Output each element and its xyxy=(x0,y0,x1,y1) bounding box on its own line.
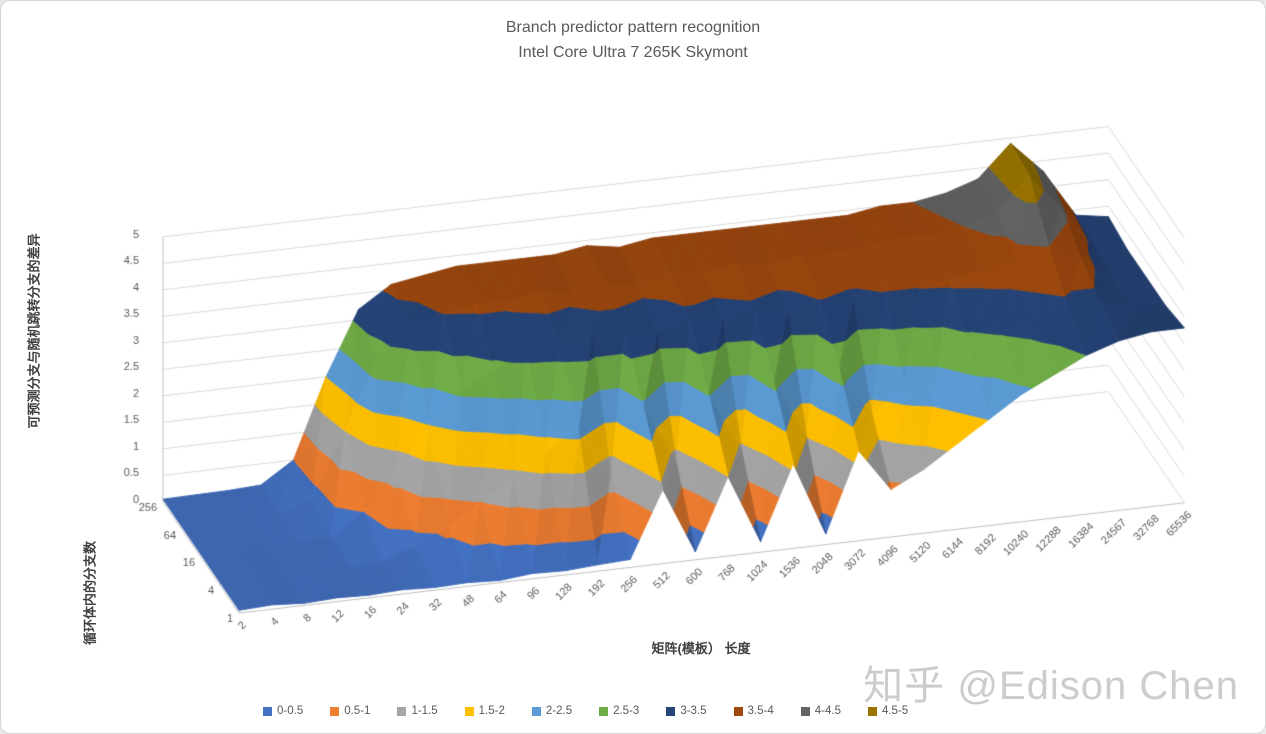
legend-label: 4.5-5 xyxy=(881,705,909,717)
legend-swatch xyxy=(666,706,676,716)
legend-item-0.5-1: 0.5-1 xyxy=(330,705,370,717)
legend-item-2.5-3: 2.5-3 xyxy=(599,705,639,717)
category-axis-title: 矩阵(模板） 长度 xyxy=(651,641,751,656)
legend-label: 3.5-4 xyxy=(747,705,774,717)
legend-item-4.5-5: 4.5-5 xyxy=(867,705,909,717)
legend-swatch xyxy=(464,706,474,716)
legend-label: 0-0.5 xyxy=(277,705,304,717)
legend-item-1.5-2: 1.5-2 xyxy=(464,705,505,717)
legend-item-3-3.5: 3-3.5 xyxy=(666,705,707,717)
legend-swatch xyxy=(800,706,810,716)
legend-item-1-1.5: 1-1.5 xyxy=(397,705,438,717)
legend-label: 3-3.5 xyxy=(680,705,707,717)
legend-label: 1.5-2 xyxy=(478,705,505,717)
legend-swatch xyxy=(531,706,541,716)
series-axis-title: 循环体内的分支数 xyxy=(82,540,98,646)
legend: 0-0.5 0.5-1 1-1.5 1.5-2 2-2.5 2.5-3 3-3.5 3.5-4… xyxy=(263,705,908,717)
legend-swatch xyxy=(330,706,340,716)
chart-title-line2: Intel Core Ultra 7 265K Skymont xyxy=(518,44,748,61)
watermark: 知乎 @Edison Chen xyxy=(863,664,1239,708)
legend-swatch xyxy=(397,706,407,716)
legend-swatch xyxy=(733,706,743,716)
legend-item-0-0.5: 0-0.5 xyxy=(263,705,303,717)
legend-swatch xyxy=(867,706,877,716)
legend-label: 1-1.5 xyxy=(411,705,438,717)
value-axis-title: 可预测分支与随机跳转分支的差异 xyxy=(26,233,42,429)
legend-swatch xyxy=(599,706,609,716)
legend-label: 2-2.5 xyxy=(545,705,573,717)
legend-swatch xyxy=(263,706,272,716)
chart-title-line1: Branch predictor pattern recognition xyxy=(505,19,761,36)
chart-title: Branch predictor pattern recognition Int… xyxy=(1,15,1265,65)
legend-label: 0.5-1 xyxy=(344,705,371,717)
legend-label: 4-4.5 xyxy=(814,705,841,717)
legend-item-3.5-4: 3.5-4 xyxy=(733,705,774,717)
legend-item-2-2.5: 2-2.5 xyxy=(531,705,573,717)
legend-label: 2.5-3 xyxy=(613,705,640,717)
legend-item-4-4.5: 4-4.5 xyxy=(800,705,841,717)
